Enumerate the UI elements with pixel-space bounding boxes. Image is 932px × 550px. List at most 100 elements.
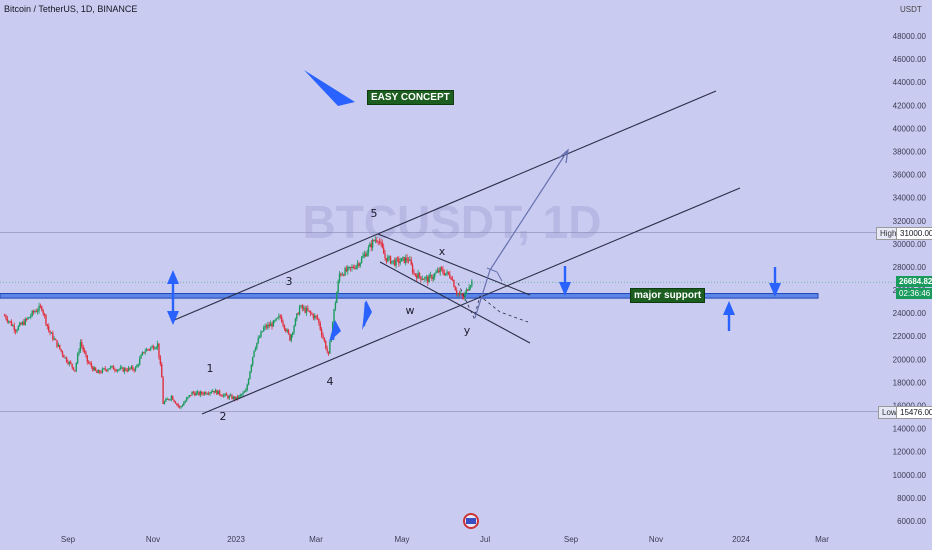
candle-body xyxy=(205,392,207,395)
symbol-title[interactable]: Bitcoin / TetherUS, 1D, BINANCE xyxy=(4,4,138,14)
candle-body xyxy=(462,296,465,299)
candle-body xyxy=(308,310,310,312)
candle-body xyxy=(10,321,13,326)
candle-body xyxy=(228,395,230,399)
candle-body xyxy=(392,260,395,262)
candle-body xyxy=(170,396,173,400)
candle-body xyxy=(21,321,24,325)
candle-body xyxy=(345,268,348,272)
wave-label: w xyxy=(406,304,415,317)
channel-lower-line[interactable] xyxy=(201,187,741,415)
small-arrowhead xyxy=(486,267,503,282)
candle-body xyxy=(212,390,214,392)
candle-body xyxy=(436,270,439,273)
y-tick-label: 44000.00 xyxy=(893,78,927,87)
candle-body xyxy=(176,403,178,405)
candle-body xyxy=(143,352,145,354)
candle-body xyxy=(83,350,86,353)
candle-body xyxy=(183,402,185,406)
wave-label: 3 xyxy=(286,275,293,288)
candle-body xyxy=(271,323,273,327)
candle-body xyxy=(359,262,361,266)
candle-body xyxy=(341,274,344,276)
candle-body xyxy=(369,243,371,247)
candle-body xyxy=(253,350,255,357)
candle-body xyxy=(63,354,65,358)
candle-body xyxy=(398,258,400,264)
channel-upper-line[interactable] xyxy=(171,90,717,322)
candle-body xyxy=(373,239,375,241)
y-tick-label: 36000.00 xyxy=(893,171,927,180)
candle-body xyxy=(194,393,196,396)
candle-body xyxy=(13,325,15,331)
candle-body xyxy=(210,391,213,393)
down-arrow-icon xyxy=(769,283,781,297)
candle-body xyxy=(234,396,236,400)
candle-body xyxy=(78,350,80,354)
candle-body xyxy=(297,313,299,315)
candle-body xyxy=(342,274,345,276)
candle-body xyxy=(325,341,327,349)
candle-body xyxy=(94,367,97,371)
candle-body xyxy=(363,253,366,256)
correction-upper-line[interactable] xyxy=(377,233,531,296)
candle-body xyxy=(464,293,466,299)
x-tick-label: Jul xyxy=(480,535,490,544)
candle-body xyxy=(424,277,426,280)
candle-body xyxy=(425,276,428,278)
candle-body xyxy=(400,258,403,262)
candle-body xyxy=(225,393,228,396)
wave-label: 2 xyxy=(220,410,227,423)
correction-lower-line[interactable] xyxy=(379,261,531,344)
wave-label: y xyxy=(464,324,471,337)
candle-body xyxy=(147,349,149,351)
candle-body xyxy=(348,266,350,268)
candle-body xyxy=(338,273,341,282)
candle-body xyxy=(24,318,26,325)
x-tick-label: Sep xyxy=(564,535,579,544)
candle-body xyxy=(213,390,215,393)
y-tick-label: 40000.00 xyxy=(893,124,927,133)
candle-body xyxy=(289,333,291,341)
y-tick-label: 10000.00 xyxy=(893,471,927,480)
candle-body xyxy=(28,317,31,319)
candle-body xyxy=(469,285,472,288)
support-band[interactable] xyxy=(0,293,819,299)
candle-body xyxy=(169,399,171,401)
candle-body xyxy=(431,275,433,280)
candle-body xyxy=(275,318,277,321)
candle-body xyxy=(3,315,6,317)
candle-body xyxy=(414,273,417,276)
candle-body xyxy=(395,258,397,266)
candle-body xyxy=(360,257,363,263)
candle-body xyxy=(181,405,184,407)
candle-body xyxy=(126,370,128,372)
candle-body xyxy=(278,315,280,318)
candle-body xyxy=(290,334,293,341)
candle-body xyxy=(65,357,68,362)
candle-body xyxy=(252,356,254,365)
y-tick-label: 38000.00 xyxy=(893,147,927,156)
candle-body xyxy=(192,391,195,394)
candle-body xyxy=(446,271,448,274)
candle-body xyxy=(221,395,224,397)
candle-body xyxy=(68,361,71,364)
candle-body xyxy=(256,342,258,349)
candle-body xyxy=(247,379,250,385)
candle-body xyxy=(9,321,11,323)
candle-body xyxy=(216,390,218,395)
candle-body xyxy=(14,330,17,332)
candle-body xyxy=(184,401,186,403)
candle-body xyxy=(420,276,422,280)
candle-body xyxy=(334,302,337,310)
candle-body xyxy=(323,337,326,342)
candle-body xyxy=(268,324,270,327)
y-tick-label: 34000.00 xyxy=(893,194,927,203)
candle-body xyxy=(110,366,112,369)
candle-body xyxy=(145,349,148,352)
candle-body xyxy=(239,394,242,396)
candle-body xyxy=(201,391,203,394)
candle-body xyxy=(298,306,301,315)
candle-body xyxy=(304,307,306,313)
